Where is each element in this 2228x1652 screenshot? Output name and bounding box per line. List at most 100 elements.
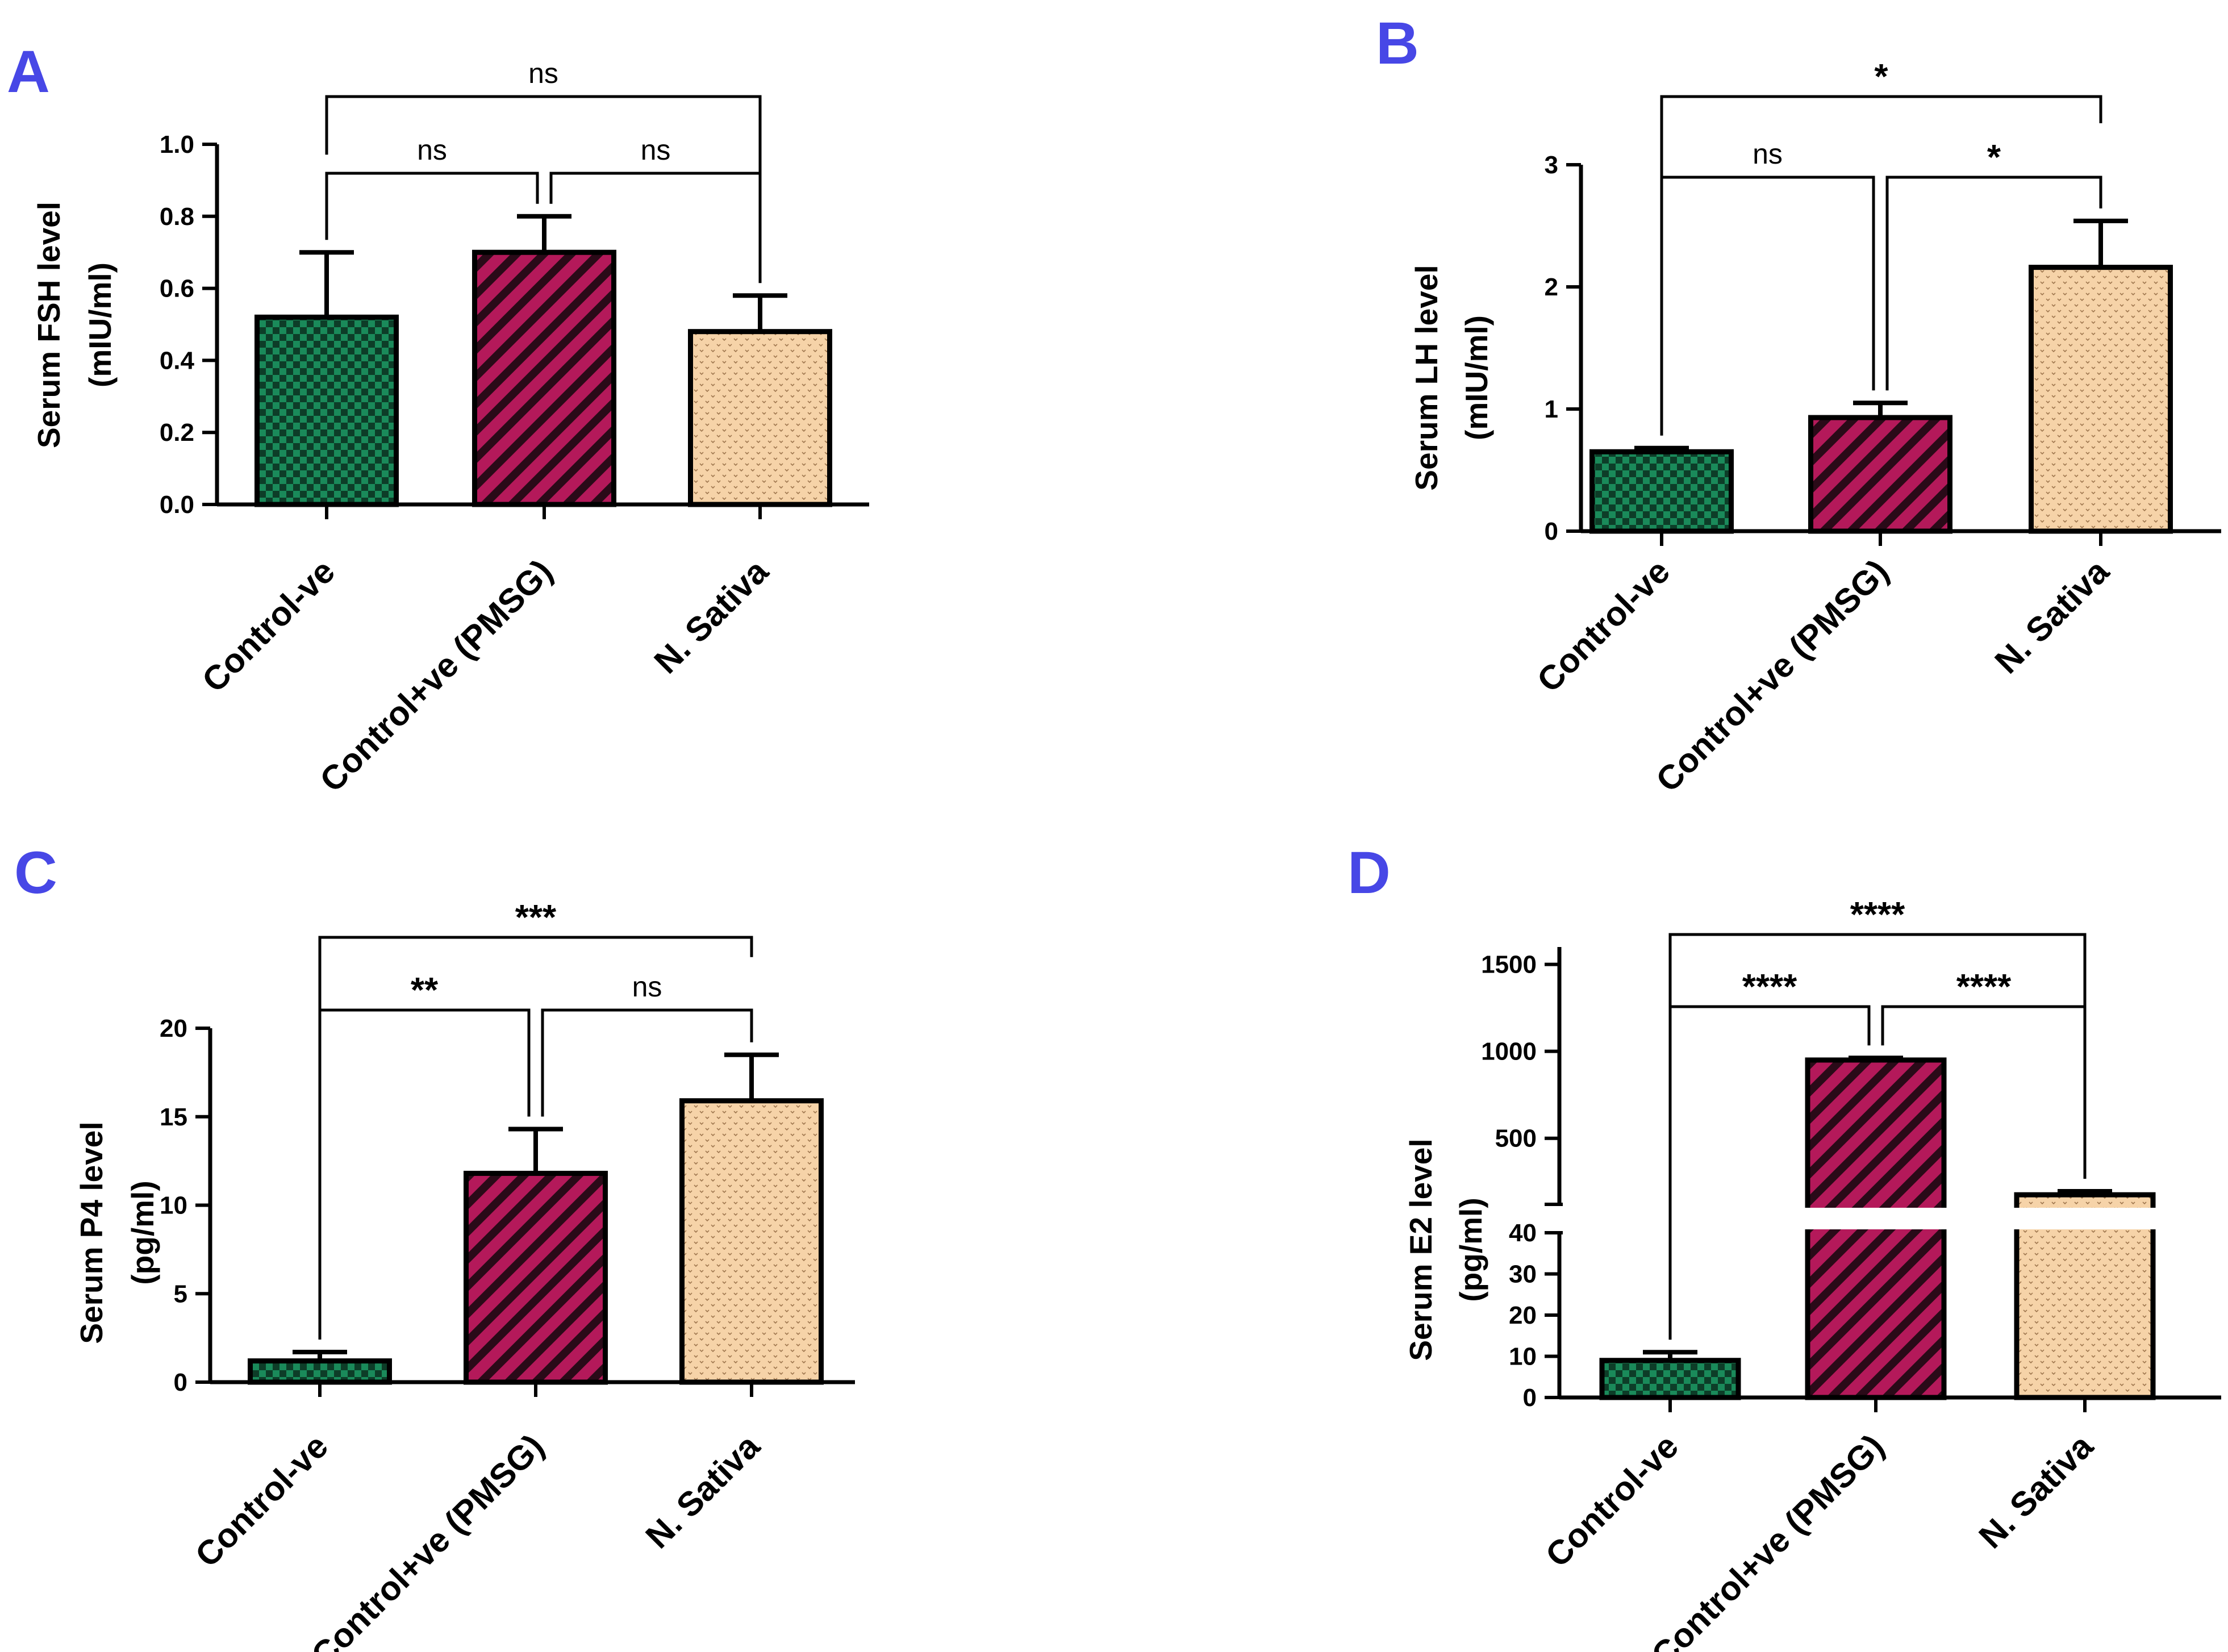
y-axis-label-line2: (pg/ml) [125, 1180, 160, 1284]
y-tick-label: 500 [1495, 1125, 1537, 1153]
x-tick-label: Control-ve [1538, 1427, 1686, 1575]
panel-letter-c: C [14, 840, 57, 906]
bar-control-pos [464, 1170, 608, 1385]
bar-control-pos [472, 249, 616, 507]
x-tick-label: Control+ve (PMSG) [304, 1427, 551, 1652]
y-axis-label-line1: Serum P4 level [74, 1121, 109, 1344]
panel-d: D Serum E2 level (pg/ml) 0 10 20 30 40 500 100… [1347, 840, 2221, 1652]
bar-control-pos [1808, 415, 1952, 534]
y-axis-label: Serum LH level (mIU/ml) [1409, 265, 1494, 490]
y-tick-label: 1.0 [160, 131, 194, 158]
significance-label: ns [641, 134, 671, 166]
significance-label: ns [1753, 138, 1783, 170]
x-tick-label: N. Sativa [1972, 1426, 2101, 1555]
y-tick-label: 5 [174, 1280, 187, 1308]
significance-label: **** [1742, 967, 1797, 1007]
x-tick-label: Control-ve [1530, 552, 1678, 700]
x-tick-label: N. Sativa [639, 1426, 767, 1555]
y-tick-label: 20 [160, 1015, 187, 1042]
axis-break-gap [2011, 1208, 2159, 1229]
significance-bracket [325, 172, 539, 240]
significance-bracket [541, 1008, 753, 1117]
x-tick-label: Control+ve (PMSG) [312, 552, 560, 799]
significance-bracket [1668, 1005, 1871, 1340]
y-tick-label: 0 [1523, 1384, 1537, 1412]
significance-label: ** [411, 971, 439, 1010]
significance-bracket [1660, 176, 1875, 436]
x-tick-label: Control+ve (PMSG) [1644, 1427, 1891, 1652]
panel-a: A Serum FSH level (mIU/ml) 0.00.20.40.60… [7, 39, 869, 799]
plot-area: 0.0 0.2 0.4 0.6 0.8 1.0 ns ns ns Control-veContro… [160, 57, 869, 799]
error-bars [293, 1052, 779, 1361]
significance-label: ns [417, 134, 447, 166]
bar-n-sativa [688, 329, 832, 507]
y-tick-label: 10 [160, 1192, 187, 1220]
error-bars [1643, 1056, 2112, 1361]
significance-label: * [1874, 57, 1888, 97]
bar-control-neg [254, 314, 399, 507]
axis-break-gap [1802, 1208, 1950, 1229]
significance-brackets: ns ns ns [325, 57, 762, 283]
y-tick-label: 0 [174, 1369, 187, 1396]
bar-n-sativa [679, 1098, 824, 1385]
y-tick-label: 15 [160, 1103, 187, 1131]
y-axis-label-line1: Serum FSH level [31, 202, 66, 448]
bar-control-neg [1599, 1358, 1741, 1400]
y-axis-label-line1: Serum E2 level [1403, 1138, 1438, 1361]
y-tick-label: 0.4 [160, 347, 195, 374]
significance-brackets: * ns * [1660, 57, 2102, 436]
x-tick-label: N. Sativa [1988, 552, 2117, 681]
significance-brackets: **** **** **** [1668, 895, 2087, 1340]
y-axis-label-line2: (mIU/ml) [1459, 315, 1494, 440]
x-tick-label: Control-ve [188, 1427, 336, 1575]
bars [1589, 265, 2173, 534]
y-tick-label: 2 [1545, 273, 1558, 301]
significance-bracket [318, 1008, 531, 1340]
significance-brackets: ***** ns [318, 898, 753, 1340]
error-bars [1634, 218, 2128, 452]
y-tick-label: 0 [1545, 518, 1558, 545]
y-tick-label: 40 [1509, 1219, 1537, 1247]
y-axis-label: Serum E2 level (pg/ml) [1403, 1138, 1488, 1361]
y-tick-label: 3 [1545, 151, 1558, 179]
x-tick-label: Control-ve [195, 552, 343, 700]
bar-n-sativa [2029, 265, 2173, 534]
y-axis-label: Serum FSH level (mIU/ml) [31, 202, 118, 448]
x-tick-label: Control+ve (PMSG) [1649, 552, 1896, 799]
bar-control-neg [1589, 449, 1734, 534]
y-tick-label: 20 [1509, 1301, 1537, 1329]
significance-label: * [1987, 138, 2001, 177]
significance-label: **** [1956, 967, 2012, 1007]
y-tick-label: 30 [1509, 1261, 1537, 1288]
panel-letter-b: B [1376, 10, 1419, 77]
significance-label: ns [632, 971, 662, 1003]
y-axis-label-line1: Serum LH level [1409, 265, 1444, 490]
significance-label: ns [528, 57, 558, 89]
significance-bracket [1885, 176, 2102, 391]
y-tick-label: 10 [1509, 1343, 1537, 1371]
y-axis: 0 10 20 30 40 500 1000 1500 [1481, 947, 2221, 1412]
y-tick-label: 0.0 [160, 491, 194, 519]
y-axis-label-line2: (mIU/ml) [82, 262, 118, 387]
significance-bracket [325, 95, 762, 198]
y-tick-label: 1 [1545, 395, 1558, 423]
plot-area: 0 10 20 30 40 500 1000 1500 **** **** **** Control-… [1481, 895, 2221, 1652]
y-tick-label: 0.8 [160, 203, 194, 231]
significance-label: **** [1850, 895, 1905, 935]
panel-letter-a: A [7, 39, 50, 105]
y-tick-label: 1500 [1481, 951, 1537, 979]
y-tick-label: 1000 [1481, 1038, 1537, 1066]
x-tick-label: N. Sativa [647, 552, 776, 681]
y-tick-label: 0.6 [160, 275, 194, 303]
y-axis-label: Serum P4 level (pg/ml) [74, 1121, 160, 1344]
bar-control-neg [248, 1358, 392, 1385]
significance-bracket [1881, 1005, 2087, 1179]
